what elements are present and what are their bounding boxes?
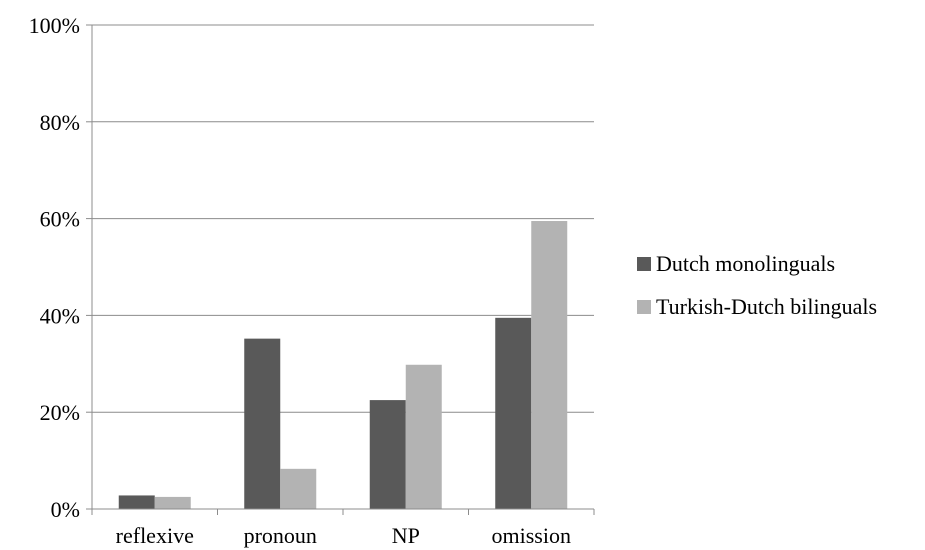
legend-swatch-series-1 xyxy=(637,257,651,271)
bars xyxy=(118,221,568,509)
y-tick-label: 0% xyxy=(51,497,80,522)
bar-np-series-2 xyxy=(405,364,442,509)
x-category-label: pronoun xyxy=(244,523,317,548)
y-tick-label: 100% xyxy=(29,13,80,38)
y-tick-label: 60% xyxy=(40,207,80,232)
y-tick-label: 80% xyxy=(40,110,80,135)
legend: Dutch monolinguals Turkish-Dutch bilingua… xyxy=(637,251,877,319)
x-category-label: reflexive xyxy=(116,523,194,548)
legend-label-series-2: Turkish-Dutch bilinguals xyxy=(656,294,877,319)
bar-omission-series-1 xyxy=(495,317,532,509)
bar-omission-series-2 xyxy=(531,221,568,509)
bar-pronoun-series-2 xyxy=(280,468,317,509)
bar-np-series-1 xyxy=(369,400,406,509)
legend-swatch-series-2 xyxy=(637,300,651,314)
x-category-label: omission xyxy=(492,523,571,548)
y-tick-labels: 0% 20% 40% 60% 80% 100% xyxy=(29,13,80,522)
bar-reflexive-series-2 xyxy=(154,496,191,509)
y-tick-label: 20% xyxy=(40,400,80,425)
axes xyxy=(86,24,595,515)
bar-reflexive-series-1 xyxy=(118,495,155,509)
bar-pronoun-series-1 xyxy=(244,338,281,509)
legend-label-series-1: Dutch monolinguals xyxy=(656,251,835,276)
y-tick-label: 40% xyxy=(40,303,80,328)
x-category-label: NP xyxy=(392,523,420,548)
x-category-labels: reflexive pronoun NP omission xyxy=(116,523,571,548)
